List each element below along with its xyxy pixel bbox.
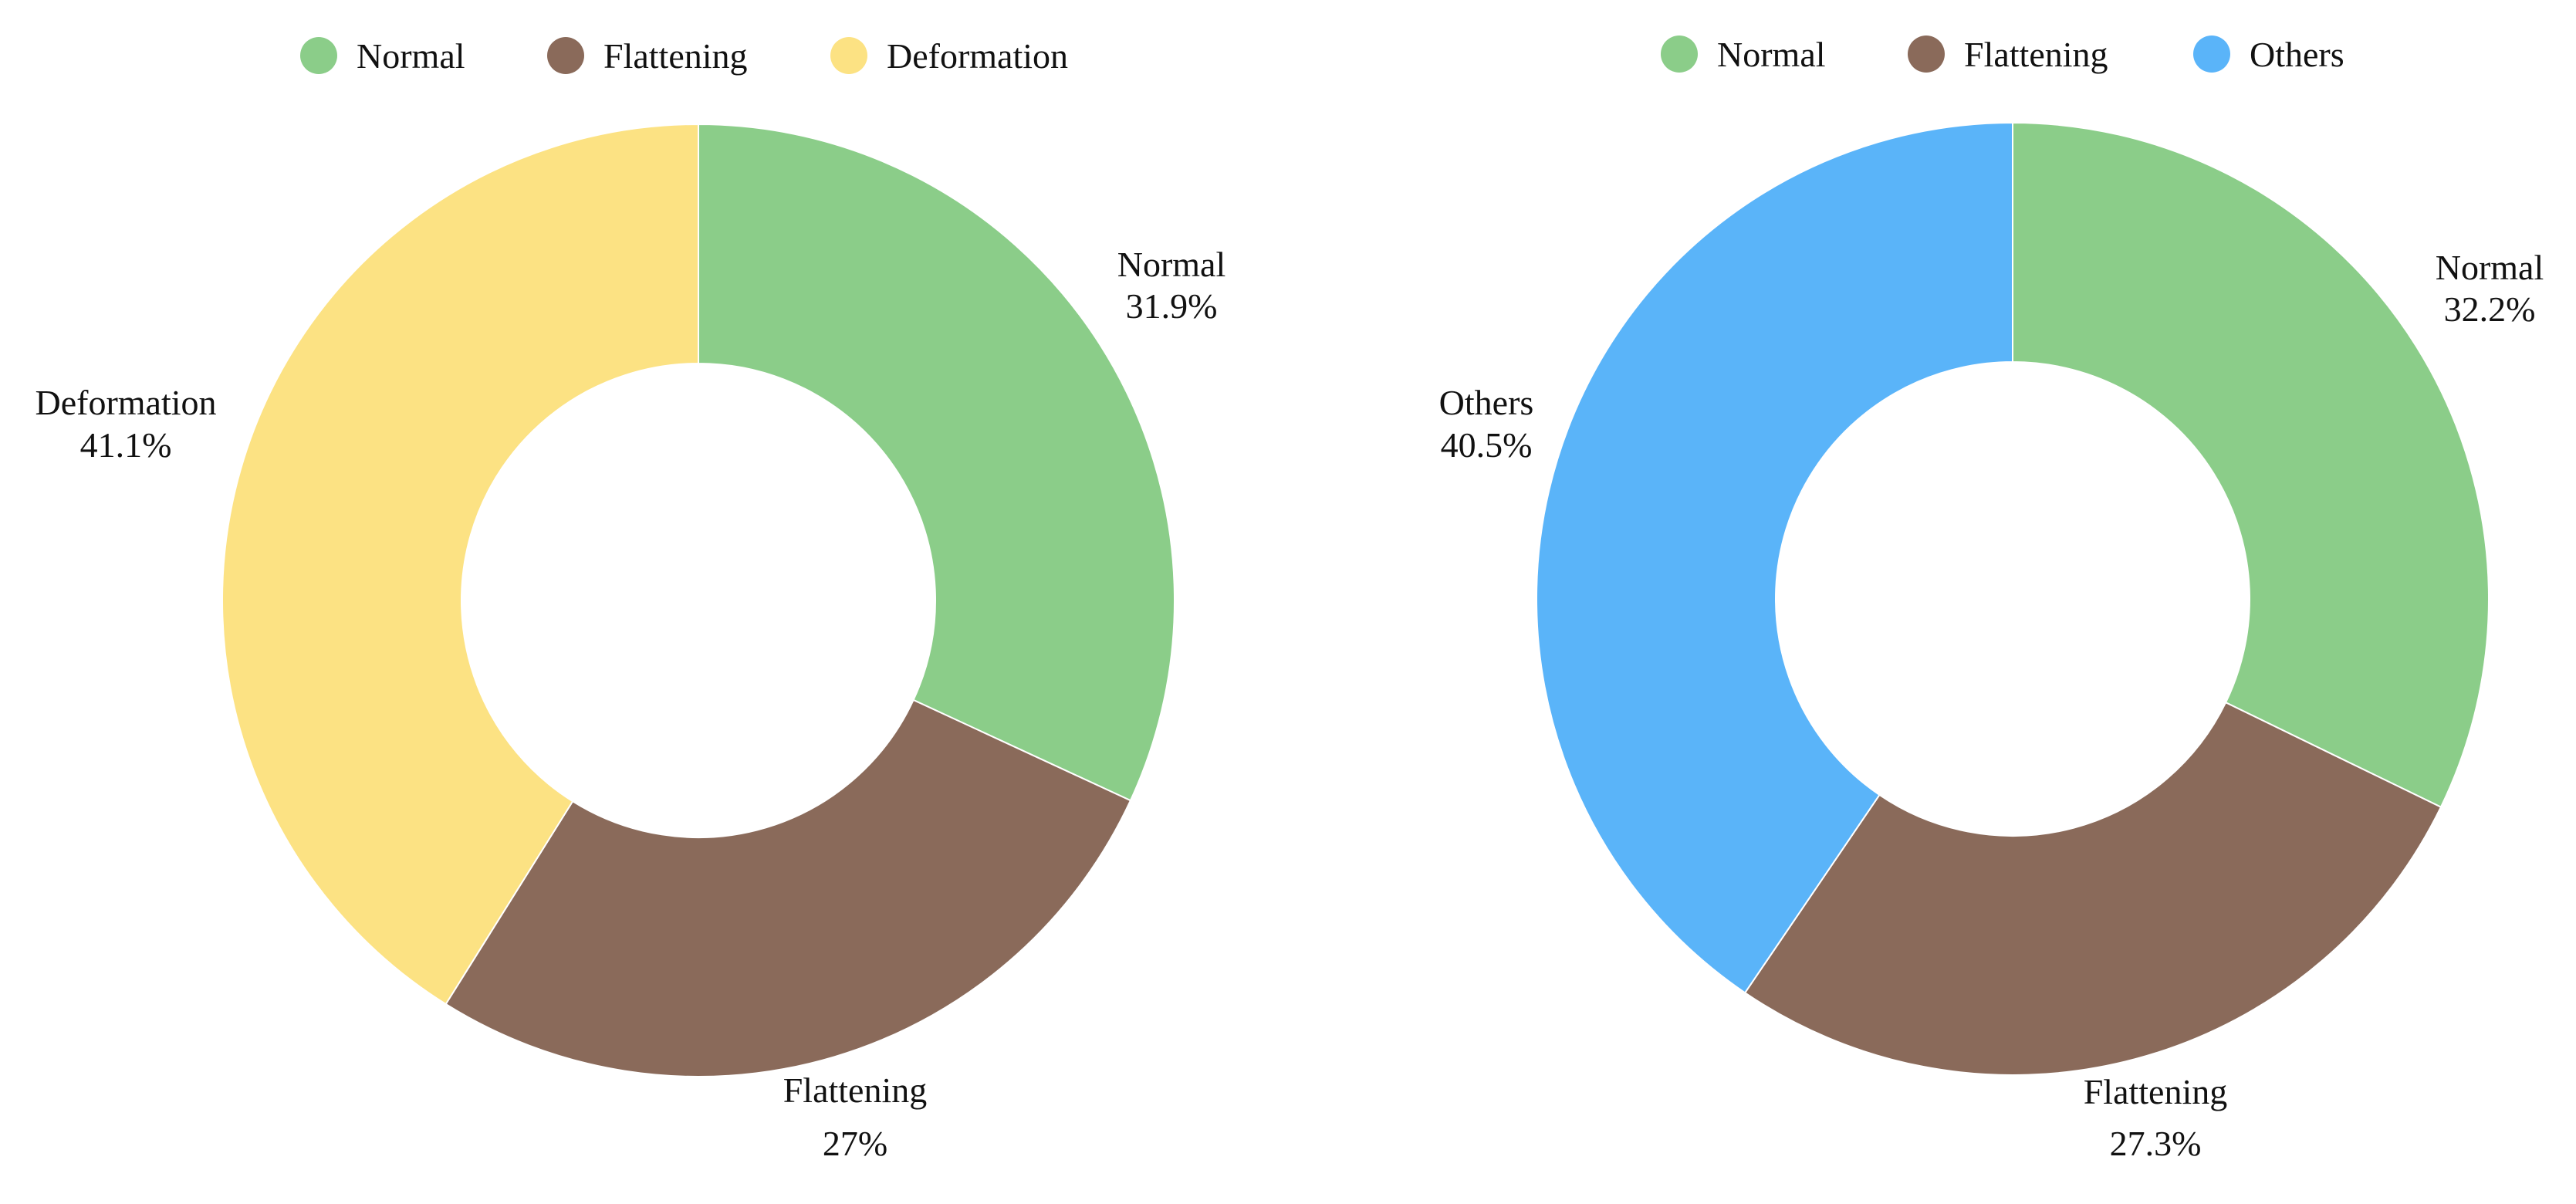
legend-label-normal: Normal bbox=[1717, 35, 1826, 74]
slice-value-flattening: 27.3% bbox=[2110, 1124, 2202, 1163]
legend-label-flattening: Flattening bbox=[603, 36, 748, 76]
donut-chart-right: Normal32.2%Flattening27.3%Others40.5%Nor… bbox=[1439, 35, 2544, 1163]
legend-swatch-normal bbox=[1661, 36, 1698, 73]
slice-others bbox=[1535, 121, 2013, 994]
slice-label-flattening: Flattening bbox=[2084, 1072, 2228, 1111]
slice-flattening bbox=[445, 698, 1132, 1077]
slice-flattening bbox=[1743, 701, 2442, 1076]
legend-label-deformation: Deformation bbox=[887, 36, 1068, 76]
legend-swatch-normal bbox=[300, 37, 337, 74]
slice-value-normal: 31.9% bbox=[1126, 286, 1218, 326]
legend-label-others: Others bbox=[2250, 35, 2344, 74]
slice-normal bbox=[698, 123, 1176, 802]
slice-label-normal: Normal bbox=[1117, 245, 1226, 284]
legend-swatch-flattening bbox=[1908, 36, 1945, 73]
slice-deformation bbox=[221, 123, 699, 1006]
legend-label-flattening: Flattening bbox=[1964, 35, 2108, 74]
donut-chart-left: Normal31.9%Flattening27%Deformation41.1%… bbox=[35, 36, 1225, 1163]
slice-value-flattening: 27% bbox=[823, 1124, 887, 1163]
slice-label-deformation: Deformation bbox=[35, 383, 216, 422]
slice-value-normal: 32.2% bbox=[2444, 289, 2536, 329]
slice-label-flattening: Flattening bbox=[783, 1070, 928, 1110]
slice-normal bbox=[2012, 121, 2490, 809]
legend-swatch-deformation bbox=[830, 37, 867, 74]
slice-value-others: 40.5% bbox=[1441, 425, 1533, 465]
slice-label-others: Others bbox=[1439, 383, 1534, 422]
slice-label-normal: Normal bbox=[2436, 248, 2544, 287]
legend-swatch-others bbox=[2193, 36, 2230, 73]
slice-value-deformation: 41.1% bbox=[80, 425, 172, 465]
legend-swatch-flattening bbox=[547, 37, 584, 74]
legend-label-normal: Normal bbox=[357, 36, 465, 76]
